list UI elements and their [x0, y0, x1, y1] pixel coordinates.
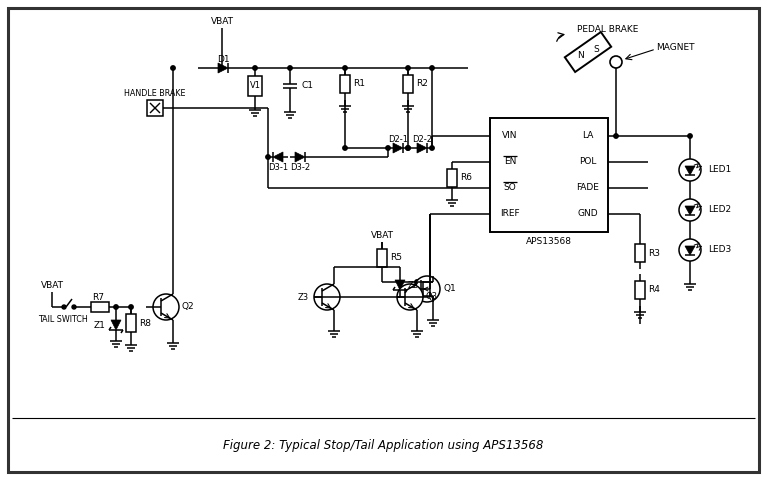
Text: S: S: [593, 45, 599, 53]
Polygon shape: [393, 143, 403, 153]
Text: R7: R7: [92, 292, 104, 301]
Circle shape: [688, 134, 692, 138]
Text: MAGNET: MAGNET: [656, 43, 694, 51]
Text: LA: LA: [582, 132, 594, 141]
Text: HANDLE BRAKE: HANDLE BRAKE: [124, 89, 186, 98]
Text: SO: SO: [504, 183, 516, 192]
Text: TAIL SWITCH: TAIL SWITCH: [38, 314, 88, 324]
Text: VIN: VIN: [502, 132, 518, 141]
Circle shape: [679, 159, 701, 181]
Text: R4: R4: [648, 286, 660, 295]
Bar: [403, 75, 413, 93]
Circle shape: [153, 294, 179, 320]
Circle shape: [129, 305, 133, 309]
Circle shape: [288, 66, 292, 70]
Text: APS13568: APS13568: [526, 237, 572, 245]
Text: Z1: Z1: [94, 321, 106, 329]
Text: VBAT: VBAT: [210, 17, 233, 26]
Circle shape: [406, 146, 410, 150]
Text: R2: R2: [416, 80, 428, 88]
Text: N: N: [577, 50, 584, 60]
Text: R3: R3: [648, 249, 660, 257]
Circle shape: [415, 280, 420, 284]
Polygon shape: [685, 206, 695, 215]
Text: LED1: LED1: [708, 166, 731, 175]
Bar: [248, 76, 262, 96]
Polygon shape: [111, 320, 121, 330]
Circle shape: [610, 56, 622, 68]
Bar: [565, 32, 611, 72]
Circle shape: [430, 66, 434, 70]
Text: Q2: Q2: [182, 302, 195, 312]
Circle shape: [343, 66, 347, 70]
Text: D3-1: D3-1: [268, 163, 288, 171]
Text: D1: D1: [217, 55, 229, 63]
Polygon shape: [395, 280, 405, 290]
Circle shape: [253, 66, 257, 70]
Bar: [490, 118, 608, 232]
Circle shape: [679, 239, 701, 261]
Polygon shape: [295, 152, 305, 162]
Bar: [126, 314, 136, 332]
Polygon shape: [273, 152, 283, 162]
Bar: [91, 302, 109, 312]
Text: EN: EN: [504, 157, 516, 167]
Bar: [635, 281, 645, 299]
Text: R6: R6: [460, 173, 472, 182]
Text: C1: C1: [302, 82, 314, 91]
Text: PEDAL BRAKE: PEDAL BRAKE: [578, 25, 639, 35]
Polygon shape: [685, 166, 695, 175]
Circle shape: [679, 199, 701, 221]
Text: VBAT: VBAT: [41, 281, 64, 290]
Text: D2-2: D2-2: [412, 134, 432, 144]
Text: R5: R5: [390, 253, 402, 263]
Circle shape: [406, 146, 410, 150]
Bar: [447, 169, 457, 187]
Text: Z2: Z2: [408, 280, 419, 289]
Text: D3-2: D3-2: [290, 163, 310, 171]
Circle shape: [430, 146, 434, 150]
Text: R8: R8: [139, 319, 151, 327]
Text: R1: R1: [353, 80, 365, 88]
Circle shape: [62, 305, 66, 309]
Bar: [377, 249, 387, 267]
Circle shape: [72, 305, 76, 309]
Bar: [147, 100, 163, 116]
Text: LED3: LED3: [708, 245, 731, 254]
Circle shape: [314, 284, 340, 310]
Circle shape: [386, 146, 390, 150]
Circle shape: [414, 276, 440, 302]
Text: LED2: LED2: [708, 205, 731, 215]
Circle shape: [614, 134, 618, 138]
Text: D2-1: D2-1: [388, 134, 408, 144]
Text: Q1: Q1: [443, 285, 456, 293]
Circle shape: [397, 284, 423, 310]
Text: POL: POL: [579, 157, 597, 167]
Circle shape: [266, 155, 270, 159]
Circle shape: [343, 146, 347, 150]
Circle shape: [406, 66, 410, 70]
Text: V1: V1: [249, 82, 261, 91]
Bar: [340, 75, 350, 93]
Polygon shape: [218, 63, 228, 73]
Text: Figure 2: Typical Stop/Tail Application using APS13568: Figure 2: Typical Stop/Tail Application …: [222, 439, 543, 452]
Circle shape: [171, 66, 175, 70]
Text: Q3: Q3: [426, 292, 438, 301]
Polygon shape: [417, 143, 427, 153]
Text: IREF: IREF: [500, 209, 520, 218]
Circle shape: [114, 305, 118, 309]
Text: VBAT: VBAT: [370, 231, 393, 240]
Text: GND: GND: [578, 209, 598, 218]
Bar: [635, 244, 645, 262]
Text: Z3: Z3: [298, 292, 309, 301]
Text: FADE: FADE: [577, 183, 600, 192]
Polygon shape: [685, 246, 695, 255]
